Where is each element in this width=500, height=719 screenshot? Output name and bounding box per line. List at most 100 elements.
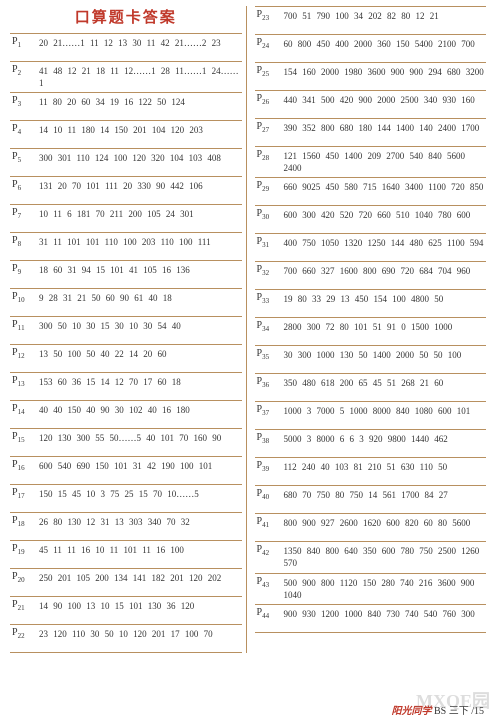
right-column: P23700 51 790 100 34 202 82 80 12 21P246… — [255, 6, 491, 653]
page-number-label: P37 — [255, 402, 280, 417]
page-number-label: P22 — [10, 625, 35, 640]
footer-brand: 阳光同学 — [391, 706, 431, 717]
answer-row: P342800 300 72 80 101 51 91 0 1500 1000 — [255, 317, 487, 345]
page-number-label: P32 — [255, 262, 280, 277]
page-number-label: P20 — [10, 569, 35, 584]
answer-row: P30600 300 420 520 720 660 510 1040 780 … — [255, 205, 487, 233]
page-number-label: P40 — [255, 486, 280, 501]
page-number-label: P17 — [10, 485, 35, 500]
answer-values: 10 11 6 181 70 211 200 105 24 301 — [35, 205, 242, 223]
page-number-label: P23 — [255, 7, 280, 22]
answer-values: 153 60 36 15 14 12 70 17 60 18 — [35, 373, 242, 391]
answer-row: P1440 40 150 40 90 30 102 40 16 180 — [10, 400, 242, 428]
page-number-label: P12 — [10, 345, 35, 360]
page-number-label: P8 — [10, 233, 35, 248]
page-number-label: P9 — [10, 261, 35, 276]
answer-values: 680 70 750 80 750 14 561 1700 84 27 — [280, 486, 487, 504]
answer-row: P2114 90 100 13 10 15 101 130 36 120 — [10, 596, 242, 624]
page-number-label: P27 — [255, 119, 280, 134]
answer-row: P2460 800 450 400 2000 360 150 5400 2100… — [255, 34, 487, 62]
page-number-label: P35 — [255, 346, 280, 361]
answer-values: 31 11 101 101 110 100 203 110 100 111 — [35, 233, 242, 251]
page-number-label: P30 — [255, 206, 280, 221]
page-number-label: P29 — [255, 178, 280, 193]
page-number-label: P7 — [10, 205, 35, 220]
answer-values: 23 120 110 30 50 10 120 201 17 100 70 — [35, 625, 242, 643]
page-number-label: P3 — [10, 93, 35, 108]
answer-row: P43500 900 800 1120 150 280 740 216 3600… — [255, 573, 487, 604]
answer-values: 2800 300 72 80 101 51 91 0 1500 1000 — [280, 318, 487, 336]
answer-row: P2223 120 110 30 50 10 120 201 17 100 70 — [10, 624, 242, 653]
answer-row: P16600 540 690 150 101 31 42 190 100 101 — [10, 456, 242, 484]
answer-values: 154 160 2000 1980 3600 900 900 294 680 3… — [280, 63, 487, 81]
answer-values: 800 900 927 2600 1620 600 820 60 80 5600 — [280, 514, 487, 532]
answer-row: P371000 3 7000 5 1000 8000 840 1080 600 … — [255, 401, 487, 429]
page-number-label: P24 — [255, 35, 280, 50]
answer-row: P5300 301 110 124 100 120 320 104 103 40… — [10, 148, 242, 176]
answer-row: P31400 750 1050 1320 1250 144 480 625 11… — [255, 233, 487, 261]
answer-values: 40 40 150 40 90 30 102 40 16 180 — [35, 401, 242, 419]
answer-row: P36350 480 618 200 65 45 51 268 21 60 — [255, 373, 487, 401]
answer-row: P26440 341 500 420 900 2000 2500 340 930… — [255, 90, 487, 118]
answer-row: P23700 51 790 100 34 202 82 80 12 21 — [255, 6, 487, 34]
answer-row: P44900 930 1200 1000 840 730 740 540 760… — [255, 604, 487, 633]
answer-values: 300 50 10 30 15 30 10 30 54 40 — [35, 317, 242, 335]
answer-values: 660 9025 450 580 715 1640 3400 1100 720 … — [280, 178, 487, 196]
answer-values: 14 90 100 13 10 15 101 130 36 120 — [35, 597, 242, 615]
answer-row: P15120 130 300 55 50……5 40 101 70 160 90 — [10, 428, 242, 456]
page-number-label: P5 — [10, 149, 35, 164]
answer-values: 150 15 45 10 3 75 25 15 70 10……5 — [35, 485, 242, 503]
page-number-label: P19 — [10, 541, 35, 556]
answer-row: P27390 352 800 680 180 144 1400 140 2400… — [255, 118, 487, 146]
page-number-label: P36 — [255, 374, 280, 389]
answer-row: P120 21……1 11 12 13 30 11 42 21……2 23 — [10, 33, 242, 61]
answer-values: 30 300 1000 130 50 1400 2000 50 50 100 — [280, 346, 487, 364]
answer-row: P3530 300 1000 130 50 1400 2000 50 50 10… — [255, 345, 487, 373]
page-number-label: P38 — [255, 430, 280, 445]
answer-row: P241 48 12 21 18 11 12……1 28 11……1 24……1 — [10, 61, 242, 92]
answer-row: P385000 3 8000 6 6 3 920 9800 1440 462 — [255, 429, 487, 457]
page-number-label: P41 — [255, 514, 280, 529]
answer-values: 14 10 11 180 14 150 201 104 120 203 — [35, 121, 242, 139]
answer-values: 26 80 130 12 31 13 303 340 70 32 — [35, 513, 242, 531]
answer-row: P32700 660 327 1600 800 690 720 684 704 … — [255, 261, 487, 289]
answer-values: 1000 3 7000 5 1000 8000 840 1080 600 101 — [280, 402, 487, 420]
answer-row: P311 80 20 60 34 19 16 122 50 124 — [10, 92, 242, 120]
answer-values: 41 48 12 21 18 11 12……1 28 11……1 24……1 — [35, 62, 242, 92]
answer-row: P40680 70 750 80 750 14 561 1700 84 27 — [255, 485, 487, 513]
answer-row: P1826 80 130 12 31 13 303 340 70 32 — [10, 512, 242, 540]
answer-values: 1350 840 800 640 350 600 780 750 2500 12… — [280, 542, 487, 572]
answer-values: 20 21……1 11 12 13 30 11 42 21……2 23 — [35, 34, 242, 52]
answer-row: P421350 840 800 640 350 600 780 750 2500… — [255, 541, 487, 572]
answer-row: P39112 240 40 103 81 210 51 630 110 50 — [255, 457, 487, 485]
answer-values: 600 300 420 520 720 660 510 1040 780 600 — [280, 206, 487, 224]
page-number-label: P4 — [10, 121, 35, 136]
answer-row: P3319 80 33 29 13 450 154 100 4800 50 — [255, 289, 487, 317]
answer-row: P109 28 31 21 50 60 90 61 40 18 — [10, 288, 242, 316]
answer-row: P1213 50 100 50 40 22 14 20 60 — [10, 344, 242, 372]
page-number-label: P11 — [10, 317, 35, 332]
answer-values: 400 750 1050 1320 1250 144 480 625 1100 … — [280, 234, 487, 252]
page-number-label: P1 — [10, 34, 35, 49]
answer-values: 700 660 327 1600 800 690 720 684 704 960 — [280, 262, 487, 280]
left-column: 口算题卡答案 P120 21……1 11 12 13 30 11 42 21……… — [10, 6, 247, 653]
answer-row: P918 60 31 94 15 101 41 105 16 136 — [10, 260, 242, 288]
answer-values: 600 540 690 150 101 31 42 190 100 101 — [35, 457, 242, 475]
answer-row: P831 11 101 101 110 100 203 110 100 111 — [10, 232, 242, 260]
answer-row: P1945 11 11 16 10 11 101 11 16 100 — [10, 540, 242, 568]
answer-values: 440 341 500 420 900 2000 2500 340 930 16… — [280, 91, 487, 109]
answer-values: 700 51 790 100 34 202 82 80 12 21 — [280, 7, 487, 25]
page-number-label: P31 — [255, 234, 280, 249]
answer-values: 60 800 450 400 2000 360 150 5400 2100 70… — [280, 35, 487, 53]
answer-row: P13153 60 36 15 14 12 70 17 60 18 — [10, 372, 242, 400]
answer-values: 121 1560 450 1400 209 2700 540 840 5600 … — [280, 147, 487, 177]
page-number-label: P39 — [255, 458, 280, 473]
answer-values: 5000 3 8000 6 6 3 920 9800 1440 462 — [280, 430, 487, 448]
answer-values: 45 11 11 16 10 11 101 11 16 100 — [35, 541, 242, 559]
page-number-label: P26 — [255, 91, 280, 106]
answer-row: P11300 50 10 30 15 30 10 30 54 40 — [10, 316, 242, 344]
answer-values: 390 352 800 680 180 144 1400 140 2400 17… — [280, 119, 487, 137]
answer-values: 13 50 100 50 40 22 14 20 60 — [35, 345, 242, 363]
answer-row: P414 10 11 180 14 150 201 104 120 203 — [10, 120, 242, 148]
page-number-label: P14 — [10, 401, 35, 416]
